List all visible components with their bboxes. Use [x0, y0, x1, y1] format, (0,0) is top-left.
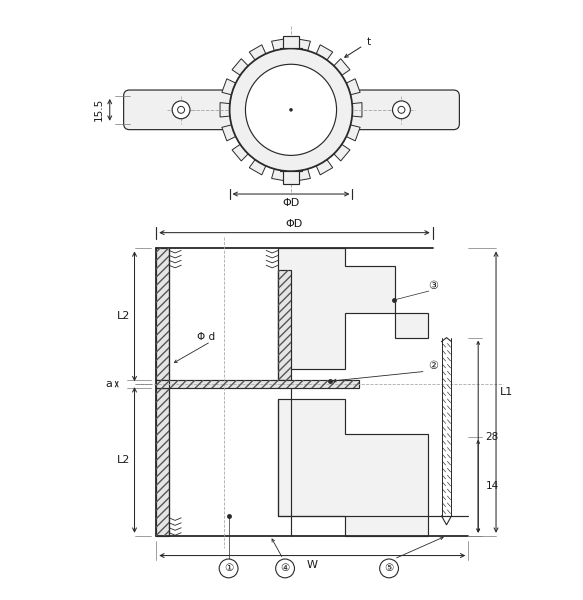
Text: L2: L2: [117, 455, 131, 465]
Text: L2: L2: [117, 311, 131, 322]
Circle shape: [178, 106, 185, 113]
Polygon shape: [334, 145, 350, 161]
Text: Φ d: Φ d: [196, 332, 215, 341]
Polygon shape: [250, 160, 266, 175]
Text: ②: ②: [429, 361, 438, 371]
Polygon shape: [272, 39, 286, 51]
Bar: [169, 248, 278, 536]
Text: a: a: [106, 379, 112, 389]
Text: t: t: [367, 37, 371, 47]
FancyBboxPatch shape: [343, 90, 459, 130]
Polygon shape: [272, 169, 286, 181]
Polygon shape: [220, 103, 230, 117]
Polygon shape: [334, 59, 350, 76]
Circle shape: [230, 49, 352, 171]
Circle shape: [276, 559, 294, 578]
Circle shape: [172, 101, 190, 119]
Bar: [156, 388, 169, 536]
Polygon shape: [316, 45, 333, 60]
Polygon shape: [346, 79, 360, 95]
Circle shape: [398, 106, 405, 113]
Text: ④: ④: [280, 563, 290, 574]
Polygon shape: [222, 79, 236, 95]
Bar: [156, 380, 359, 388]
Text: ΦD: ΦD: [282, 198, 300, 208]
Bar: [278, 270, 291, 380]
Polygon shape: [278, 399, 428, 536]
Polygon shape: [352, 103, 362, 117]
Polygon shape: [250, 45, 266, 60]
Circle shape: [392, 101, 410, 119]
Circle shape: [245, 64, 336, 155]
Bar: [156, 380, 359, 388]
Text: 15.5: 15.5: [94, 98, 104, 121]
Bar: [283, 35, 299, 49]
Circle shape: [289, 108, 293, 112]
Circle shape: [380, 559, 398, 578]
Text: L1: L1: [500, 387, 514, 397]
Bar: [156, 248, 169, 380]
Polygon shape: [232, 145, 248, 161]
Text: ⑤: ⑤: [384, 563, 394, 574]
Text: 28: 28: [486, 431, 498, 442]
Polygon shape: [316, 160, 333, 175]
Polygon shape: [296, 169, 310, 181]
Text: 14: 14: [486, 481, 498, 491]
Bar: [156, 388, 169, 536]
Polygon shape: [346, 125, 360, 141]
Bar: [283, 171, 299, 184]
Text: ①: ①: [224, 563, 233, 574]
Text: ③: ③: [429, 281, 438, 291]
Circle shape: [219, 559, 238, 578]
Text: W: W: [307, 560, 318, 571]
Polygon shape: [232, 59, 248, 76]
Polygon shape: [222, 125, 236, 141]
FancyBboxPatch shape: [124, 90, 238, 130]
Polygon shape: [296, 39, 310, 51]
Polygon shape: [278, 248, 428, 370]
Bar: [278, 270, 291, 380]
Text: ΦD: ΦD: [286, 219, 303, 229]
Bar: [156, 248, 169, 380]
